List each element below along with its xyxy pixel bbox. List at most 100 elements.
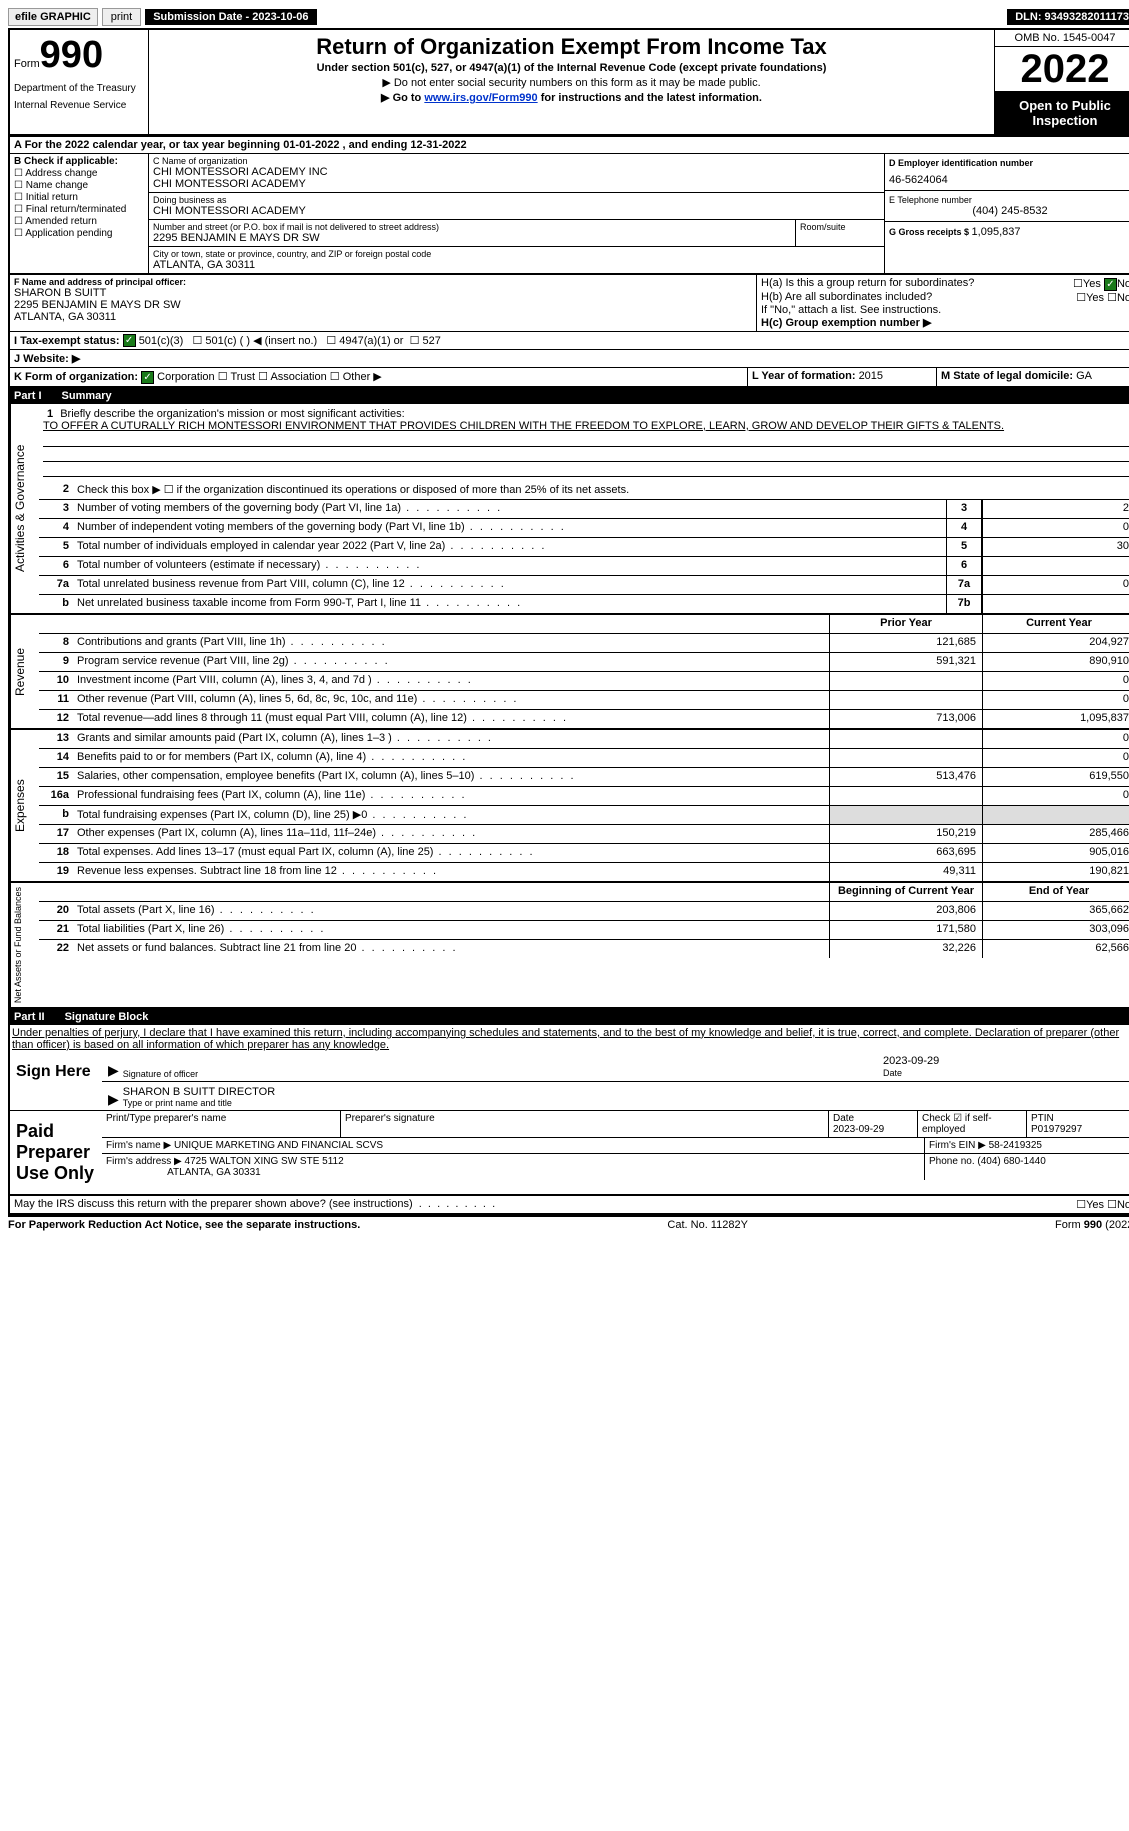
form-word: Form [14,58,40,70]
prep-name-label: Print/Type preparer's name [102,1111,341,1137]
firm-ein: 58-2419325 [989,1140,1042,1151]
check-final-return[interactable]: ☐ Final return/terminated [14,204,144,215]
form-number: 990 [40,34,103,76]
hb-note: If "No," attach a list. See instructions… [761,304,1129,316]
print-button[interactable]: print [102,8,141,26]
vlabel-revenue: Revenue [10,615,39,728]
sign-here-label: Sign Here [10,1053,102,1110]
org-info-block: B Check if applicable: ☐ Address change … [8,154,1129,273]
table-row: 12Total revenue—add lines 8 through 11 (… [39,710,1129,728]
table-row: bNet unrelated business taxable income f… [39,595,1129,613]
check-amended[interactable]: ☐ Amended return [14,216,144,227]
check-initial-return[interactable]: ☐ Initial return [14,192,144,203]
irs-link[interactable]: www.irs.gov/Form990 [424,92,537,104]
dept-treasury: Department of the Treasury [14,83,144,94]
table-row: 5Total number of individuals employed in… [39,538,1129,557]
d-label: D Employer identification number [889,158,1129,168]
city-label: City or town, state or province, country… [153,249,880,259]
cat-no: Cat. No. 11282Y [667,1219,748,1231]
check-pending[interactable]: ☐ Application pending [14,228,144,239]
form-header: Form990 Department of the Treasury Inter… [8,28,1129,137]
table-row: 18Total expenses. Add lines 13–17 (must … [39,844,1129,863]
g-label: G Gross receipts $ [889,227,972,237]
k-corp-check[interactable]: ✓ [141,371,154,384]
table-row: 8Contributions and grants (Part VIII, li… [39,634,1129,653]
paid-prep-label: Paid Preparer Use Only [10,1111,102,1194]
officer-addr1: 2295 BENJAMIN E MAYS DR SW [14,299,752,311]
table-row: 4Number of independent voting members of… [39,519,1129,538]
section-a-year: A For the 2022 calendar year, or tax yea… [10,137,471,153]
col-prior-year: Prior Year [829,615,982,633]
dln-number: DLN: 93493282011173 [1007,9,1129,25]
table-row: 17Other expenses (Part IX, column (A), l… [39,825,1129,844]
f-label: F Name and address of principal officer: [14,277,752,287]
table-row: 19Revenue less expenses. Subtract line 1… [39,863,1129,881]
irs-label: Internal Revenue Service [14,100,144,111]
dba-name: CHI MONTESSORI ACADEMY [153,205,880,217]
check-address-change[interactable]: ☐ Address change [14,168,144,179]
firm-name: UNIQUE MARKETING AND FINANCIAL SCVS [174,1140,383,1151]
b-label: B Check if applicable: [14,156,144,167]
line2-text: Check this box ▶ ☐ if the organization d… [73,481,1129,499]
street-label: Number and street (or P.O. box if mail i… [153,222,791,232]
vlabel-netassets: Net Assets or Fund Balances [10,883,39,1007]
i-label: I Tax-exempt status: [14,335,120,347]
officer-addr2: ATLANTA, GA 30311 [14,311,752,323]
tax-year: 2022 [995,47,1129,92]
e-label: E Telephone number [889,195,1129,205]
city-state-zip: ATLANTA, GA 30311 [153,259,880,271]
part2-header: Part IISignature Block [8,1009,1129,1025]
vlabel-governance: Activities & Governance [10,404,39,613]
officer-printed-name: SHARON B SUITT DIRECTOR [123,1086,1129,1098]
org-name-1: CHI MONTESSORI ACADEMY INC [153,166,880,178]
table-row: 22Net assets or fund balances. Subtract … [39,940,1129,958]
table-row: 15Salaries, other compensation, employee… [39,768,1129,787]
c-label: C Name of organization [153,156,880,166]
sig-officer-label: Signature of officer [123,1069,883,1079]
firm-addr2: ATLANTA, GA 30331 [167,1167,261,1178]
table-row: 7aTotal unrelated business revenue from … [39,576,1129,595]
officer-name: SHARON B SUITT [14,287,752,299]
street-address: 2295 BENJAMIN E MAYS DR SW [153,232,791,244]
top-bar: efile GRAPHIC print Submission Date - 20… [8,8,1129,26]
ein-value: 46-5624064 [889,174,1129,186]
form-footer: Form 990 (2022) [1055,1219,1129,1231]
pra-notice: For Paperwork Reduction Act Notice, see … [8,1219,360,1231]
org-name-2: CHI MONTESSORI ACADEMY [153,178,880,190]
table-row: bTotal fundraising expenses (Part IX, co… [39,806,1129,825]
line1-label: Briefly describe the organization's miss… [60,408,404,420]
state-domicile: GA [1076,370,1092,382]
gross-receipts: 1,095,837 [972,226,1021,238]
table-row: 9Program service revenue (Part VIII, lin… [39,653,1129,672]
efile-button[interactable]: efile GRAPHIC [8,8,98,26]
table-row: 11Other revenue (Part VIII, column (A), … [39,691,1129,710]
sig-date: 2023-09-29 [883,1055,939,1067]
firm-phone: (404) 680-1440 [977,1156,1045,1167]
j-website: J Website: ▶ [10,350,84,367]
firm-addr1: 4725 WALTON XING SW STE 5112 [185,1156,344,1167]
table-row: 13Grants and similar amounts paid (Part … [39,730,1129,749]
dba-label: Doing business as [153,195,880,205]
col-begin-year: Beginning of Current Year [829,883,982,901]
form-subtitle: Under section 501(c), 527, or 4947(a)(1)… [153,62,990,74]
form-title: Return of Organization Exempt From Incom… [153,34,990,60]
self-employed-check[interactable]: Check ☑ if self-employed [918,1111,1027,1137]
ha-no-check[interactable]: ✓ [1104,278,1117,291]
table-row: 14Benefits paid to or for members (Part … [39,749,1129,768]
hc-label: H(c) Group exemption number ▶ [761,316,1129,329]
penalty-text: Under penalties of perjury, I declare th… [8,1025,1129,1053]
col-current-year: Current Year [982,615,1129,633]
hb-label: H(b) Are all subordinates included? [761,291,1076,304]
table-row: 16aProfessional fundraising fees (Part I… [39,787,1129,806]
omb-number: OMB No. 1545-0047 [995,30,1129,47]
ptin-value: P01979297 [1031,1124,1082,1135]
submission-date: Submission Date - 2023-10-06 [145,9,316,25]
501c3-check[interactable]: ✓ [123,334,136,347]
check-name-change[interactable]: ☐ Name change [14,180,144,191]
table-row: 3Number of voting members of the governi… [39,500,1129,519]
table-row: 21Total liabilities (Part X, line 26)171… [39,921,1129,940]
room-label: Room/suite [800,222,880,232]
table-row: 20Total assets (Part X, line 16)203,8063… [39,902,1129,921]
vlabel-expenses: Expenses [10,730,39,881]
table-row: 6Total number of volunteers (estimate if… [39,557,1129,576]
